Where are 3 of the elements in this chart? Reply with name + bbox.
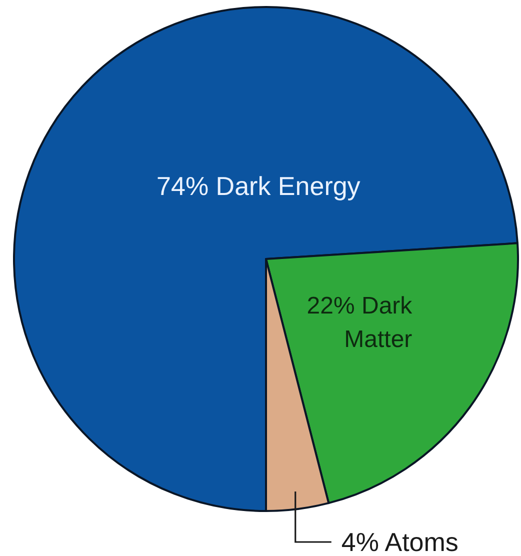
slice-label: 4% Atoms [341, 527, 458, 556]
slice-label: 22% Dark Matter [306, 292, 414, 354]
slice-label: 74% Dark Energy [156, 171, 360, 202]
